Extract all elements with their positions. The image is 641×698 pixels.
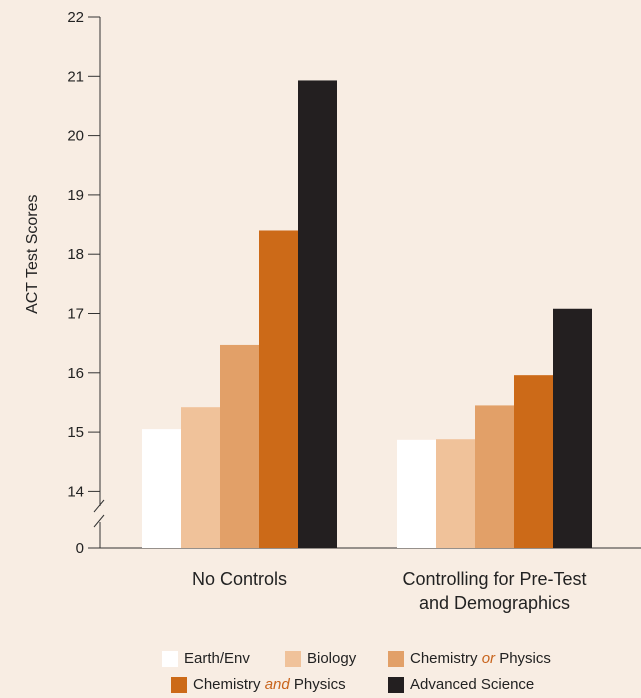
bar-chemistry-or-physics-1 (220, 344, 259, 548)
legend-item-chemistry-and-physics: Chemistry and Physics (171, 676, 346, 693)
legend-item-advanced-science: Advanced Science (388, 676, 534, 693)
legend-label-advanced-science: Advanced Science (410, 676, 535, 693)
y-tick-label: 22 (67, 9, 84, 26)
y-tick-label: 18 (67, 246, 84, 263)
legend-swatch-earth-env (162, 650, 178, 667)
legend-label-biology: Biology (307, 650, 357, 667)
y-axis-label: ACT Test Scores (24, 194, 41, 313)
axis-break-mark (93, 514, 105, 528)
bar-chemistry-or-physics-2 (475, 405, 514, 548)
bar-advanced-science-2 (553, 308, 592, 548)
bar-earth-env-1 (142, 429, 181, 548)
bar-earth-env-2 (397, 439, 436, 548)
legend-item-chemistry-or-physics: Chemistry or Physics (388, 650, 551, 667)
legend-label-earth-env: Earth/Env (184, 650, 250, 667)
legend-swatch-chemistry-or-physics (388, 650, 404, 667)
bar-chemistry-and-physics-2 (514, 375, 553, 548)
legend-label-chemistry-and-physics: Chemistry and Physics (193, 676, 346, 693)
bar-chart: 0 14 15 16 17 18 19 20 21 22 ACT Test Scores No Co… (24, 9, 641, 613)
y-tick-label: 16 (67, 365, 84, 382)
category-label: Controlling for Pre-Test and Demographics (402, 569, 586, 613)
y-tick-label: 15 (67, 424, 84, 441)
category-labels-group: No Controls Controlling for Pre-Test and D… (192, 569, 587, 613)
bar-biology-2 (436, 439, 475, 548)
legend-swatch-chemistry-and-physics (171, 676, 187, 693)
legend-item-earth-env: Earth/Env (162, 650, 250, 667)
y-tick-label: 14 (67, 483, 84, 500)
y-tick-label: 0 (76, 540, 84, 557)
bar-chemistry-and-physics-1 (259, 230, 298, 549)
legend-swatch-biology (285, 650, 301, 667)
y-tick-label: 21 (67, 68, 84, 85)
y-tick-label: 17 (67, 306, 84, 323)
axis-break-mark (93, 499, 105, 513)
y-tick-label: 19 (67, 187, 84, 204)
legend-item-biology: Biology (285, 650, 356, 667)
y-tick-label: 20 (67, 128, 84, 145)
category-label: No Controls (192, 569, 287, 589)
legend-swatch-advanced-science (388, 676, 404, 693)
bars-group (142, 80, 592, 549)
legend-label-chemistry-or-physics: Chemistry or Physics (410, 650, 551, 667)
axis-group: 0 14 15 16 17 18 19 20 21 22 ACT Test Scores (24, 9, 641, 557)
bar-advanced-science-1 (298, 80, 337, 549)
bar-biology-1 (181, 407, 220, 548)
